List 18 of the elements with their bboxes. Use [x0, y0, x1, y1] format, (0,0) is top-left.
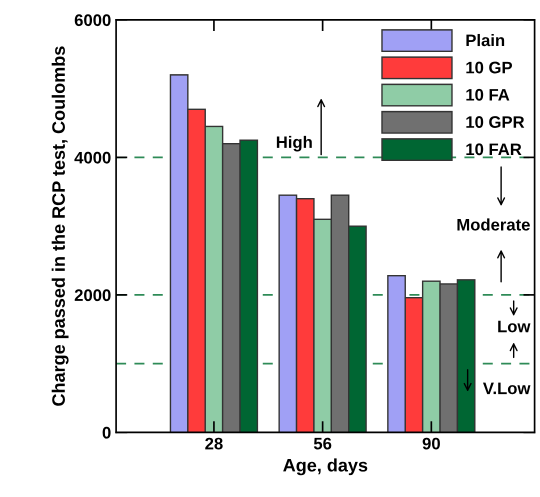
annotation: Moderate	[457, 218, 530, 231]
legend-label: 10 FA	[466, 88, 510, 101]
legend-label: 10 GP	[466, 62, 512, 74]
y-tick-label: 6000	[74, 14, 111, 26]
y-tick-label: 4000	[74, 152, 111, 164]
annotation: High	[276, 136, 312, 152]
y-tick-label: 0	[102, 426, 111, 439]
y-tick-label: 2000	[74, 289, 111, 302]
annotation: Low	[498, 320, 530, 332]
legend-label: 10 GPR	[466, 116, 524, 128]
x-tick-label: 56	[314, 438, 332, 450]
x-tick-label: 28	[205, 438, 223, 450]
annotation: V.Low	[482, 382, 530, 394]
legend-label: Plain	[466, 34, 504, 46]
legend-label: 10 FAR	[466, 143, 522, 156]
x-tick-label: 90	[422, 438, 440, 450]
x-axis-title: Age, days	[283, 458, 368, 476]
y-axis-title: Charge passed in the RCP test, Coulombs	[52, 46, 69, 406]
